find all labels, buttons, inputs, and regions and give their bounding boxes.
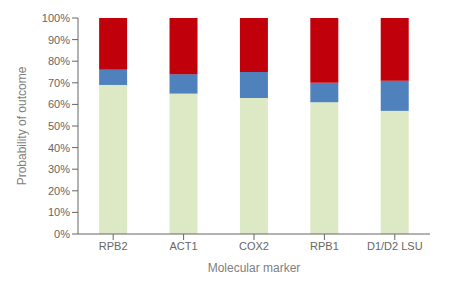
svg-text:20%: 20% <box>48 185 70 197</box>
svg-text:RPB1: RPB1 <box>310 240 339 252</box>
svg-text:80%: 80% <box>48 55 70 67</box>
svg-text:30%: 30% <box>48 163 70 175</box>
svg-text:0%: 0% <box>54 228 70 240</box>
svg-text:60%: 60% <box>48 98 70 110</box>
svg-text:ACT1: ACT1 <box>170 240 198 252</box>
svg-text:50%: 50% <box>48 120 70 132</box>
svg-text:40%: 40% <box>48 142 70 154</box>
svg-text:COX2: COX2 <box>239 240 269 252</box>
svg-text:100%: 100% <box>42 12 70 24</box>
svg-text:10%: 10% <box>48 206 70 218</box>
svg-text:70%: 70% <box>48 77 70 89</box>
svg-text:Probability of outcome: Probability of outcome <box>15 66 29 185</box>
svg-text:Molecular marker: Molecular marker <box>208 261 301 275</box>
svg-text:RPB2: RPB2 <box>99 240 128 252</box>
svg-text:D1/D2 LSU: D1/D2 LSU <box>367 240 423 252</box>
svg-text:90%: 90% <box>48 34 70 46</box>
